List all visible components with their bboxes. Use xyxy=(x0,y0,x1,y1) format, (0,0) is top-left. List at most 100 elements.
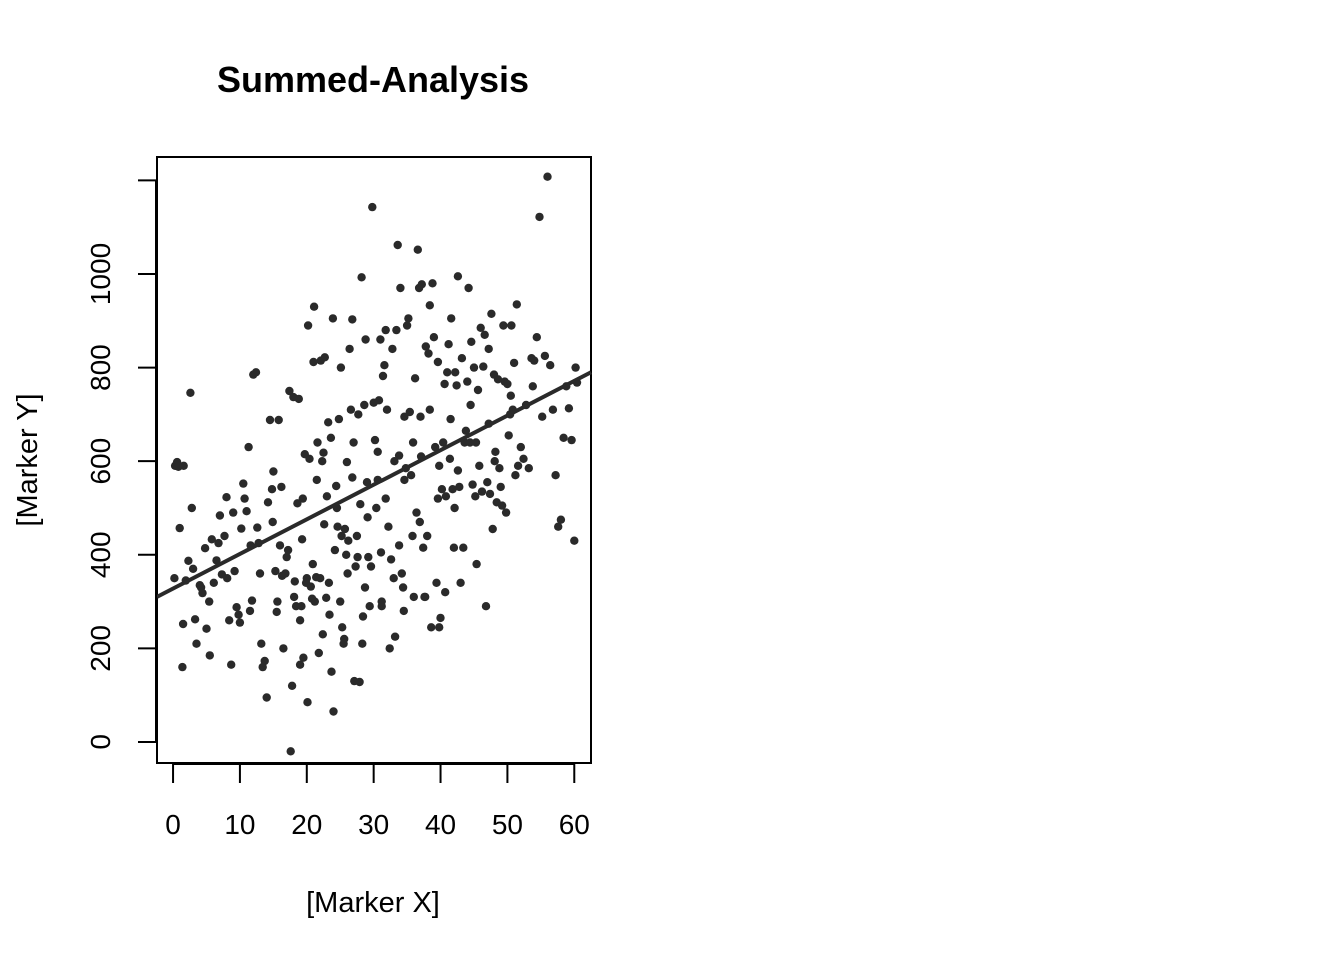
data-point xyxy=(535,212,544,222)
data-point xyxy=(499,321,508,330)
data-point xyxy=(318,457,327,466)
data-point xyxy=(348,473,357,482)
data-point xyxy=(538,412,547,421)
data-point xyxy=(297,535,307,544)
y-tick-label: 1000 xyxy=(85,243,116,305)
data-point xyxy=(471,492,480,501)
data-point xyxy=(481,602,491,611)
data-point xyxy=(342,550,351,559)
data-point xyxy=(417,280,426,289)
data-point xyxy=(214,538,223,548)
data-point xyxy=(365,602,374,611)
data-point xyxy=(423,531,432,541)
data-point xyxy=(466,400,475,410)
data-point xyxy=(439,438,448,447)
y-tick-label: 0 xyxy=(85,734,116,750)
data-point xyxy=(513,461,523,470)
data-point xyxy=(381,325,390,335)
data-point xyxy=(328,314,338,323)
data-point xyxy=(453,272,463,281)
data-point xyxy=(556,515,566,524)
x-tick-label: 20 xyxy=(291,809,322,840)
data-point xyxy=(334,414,344,424)
data-point xyxy=(358,639,367,648)
data-point xyxy=(309,302,319,311)
data-point xyxy=(519,454,528,463)
data-point xyxy=(496,482,505,492)
data-point xyxy=(287,681,297,690)
data-point xyxy=(398,583,408,592)
data-point xyxy=(295,660,305,669)
data-point xyxy=(295,616,305,625)
data-point xyxy=(297,602,306,611)
data-point xyxy=(271,566,280,576)
data-point xyxy=(234,610,243,619)
data-point xyxy=(277,482,286,492)
data-point xyxy=(551,471,560,480)
data-point xyxy=(330,545,340,555)
data-point xyxy=(468,480,477,489)
data-point xyxy=(449,543,459,552)
data-point xyxy=(200,544,210,553)
chart-title: Summed-Analysis xyxy=(217,59,529,100)
data-point xyxy=(506,391,515,400)
data-point xyxy=(376,548,386,557)
data-point xyxy=(425,301,434,310)
data-point xyxy=(483,478,492,487)
data-point xyxy=(493,375,503,384)
data-point xyxy=(332,481,341,491)
data-point xyxy=(188,564,198,573)
data-point xyxy=(382,405,392,414)
data-point xyxy=(340,524,350,534)
data-point xyxy=(487,309,496,318)
data-point xyxy=(192,639,201,648)
data-point xyxy=(269,467,278,476)
data-point xyxy=(457,354,467,363)
data-point xyxy=(336,597,345,606)
data-point xyxy=(184,556,193,565)
data-point xyxy=(402,321,412,330)
data-point xyxy=(205,651,214,660)
y-axis: 0 200 400 600 800 1000 xyxy=(85,179,157,750)
data-point xyxy=(433,357,443,367)
data-point xyxy=(406,471,416,480)
data-point xyxy=(463,377,472,386)
data-point xyxy=(476,323,485,332)
data-point xyxy=(431,442,440,452)
data-point xyxy=(384,522,393,531)
data-point xyxy=(461,426,471,435)
data-point xyxy=(532,333,541,342)
x-tick-label: 40 xyxy=(425,809,456,840)
data-point xyxy=(390,632,400,641)
data-point xyxy=(453,466,463,475)
data-point xyxy=(433,494,443,503)
data-point xyxy=(333,522,342,531)
y-tick-label: 200 xyxy=(85,625,116,672)
data-point xyxy=(239,479,248,488)
data-point xyxy=(322,492,332,501)
data-point xyxy=(207,535,216,544)
data-point xyxy=(419,543,428,552)
data-point xyxy=(564,404,574,413)
data-point xyxy=(232,603,241,612)
data-point xyxy=(429,333,439,342)
data-point xyxy=(366,562,376,571)
data-point xyxy=(480,330,489,339)
data-point xyxy=(528,382,537,391)
data-point xyxy=(421,342,430,351)
y-axis-label: [Marker Y] xyxy=(12,393,44,526)
data-point xyxy=(327,667,336,676)
data-point xyxy=(441,492,451,501)
data-point xyxy=(175,523,184,533)
data-point xyxy=(299,653,308,662)
data-point xyxy=(273,597,282,606)
data-point xyxy=(435,461,444,470)
data-point xyxy=(488,524,497,534)
data-point xyxy=(467,337,476,346)
data-point xyxy=(268,517,277,527)
data-point xyxy=(267,485,277,494)
data-point xyxy=(240,494,249,503)
data-point xyxy=(346,405,356,414)
y-tick-label: 800 xyxy=(85,344,116,391)
data-point xyxy=(308,559,317,569)
